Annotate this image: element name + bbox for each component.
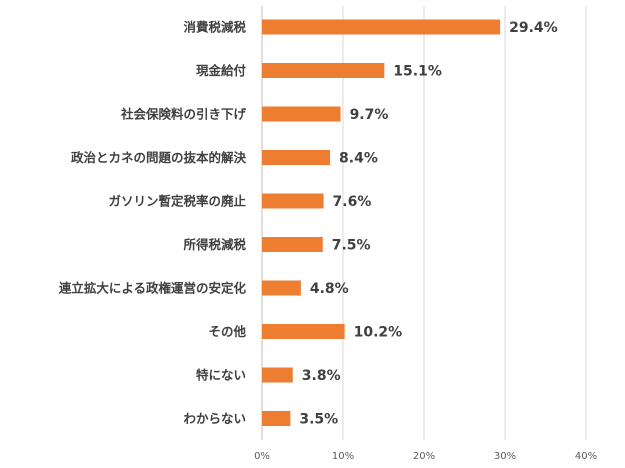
- category-label: 消費税減税: [183, 20, 246, 35]
- x-tick-label: 20%: [413, 451, 435, 462]
- data-label: 4.8%: [310, 281, 349, 297]
- data-label: 15.1%: [393, 64, 442, 80]
- category-label: 特にない: [196, 368, 246, 383]
- bar: [262, 280, 301, 296]
- category-label: 所得税減税: [183, 237, 246, 252]
- category-labels: 消費税減税現金給付社会保険料の引き下げ政治とカネの問題の抜本的解決ガソリン暫定税…: [59, 20, 247, 427]
- data-label: 7.5%: [332, 238, 371, 254]
- category-label: 現金給付: [196, 63, 247, 78]
- data-label: 3.8%: [302, 368, 341, 384]
- category-label: 社会保険料の引き下げ: [120, 107, 247, 122]
- bar: [262, 19, 501, 35]
- x-tick-label: 0%: [254, 451, 270, 462]
- value-labels: 29.4% 15.1% 9.7% 8.4% 7.6% 7.5% 4.8% 10.2% 3.8% 3…: [299, 20, 557, 428]
- bar: [262, 63, 385, 78]
- x-tick-label: 30%: [494, 451, 516, 462]
- bars: [262, 19, 501, 426]
- data-label: 9.7%: [350, 107, 389, 123]
- category-label: 連立拡大による政権運営の安定化: [59, 281, 247, 296]
- bar: [262, 237, 323, 252]
- data-label: 10.2%: [354, 325, 403, 341]
- category-label: わからない: [183, 411, 246, 426]
- category-label: その他: [208, 324, 246, 339]
- bar: [262, 150, 331, 165]
- x-axis-ticks: 0% 10% 20% 30% 40%: [254, 451, 597, 462]
- bar: [262, 106, 341, 122]
- bar: [262, 411, 291, 426]
- data-label: 7.6%: [333, 194, 372, 210]
- data-label: 8.4%: [339, 151, 378, 167]
- bar: [262, 367, 293, 383]
- bar: [262, 324, 345, 339]
- category-label: ガソリン暫定税率の廃止: [108, 194, 246, 209]
- x-tick-label: 10%: [332, 451, 354, 462]
- category-label: 政治とカネの問題の抜本的解決: [71, 150, 247, 165]
- bar: [262, 193, 324, 209]
- data-label: 29.4%: [509, 20, 558, 36]
- data-label: 3.5%: [299, 412, 338, 428]
- x-tick-label: 40%: [575, 451, 597, 462]
